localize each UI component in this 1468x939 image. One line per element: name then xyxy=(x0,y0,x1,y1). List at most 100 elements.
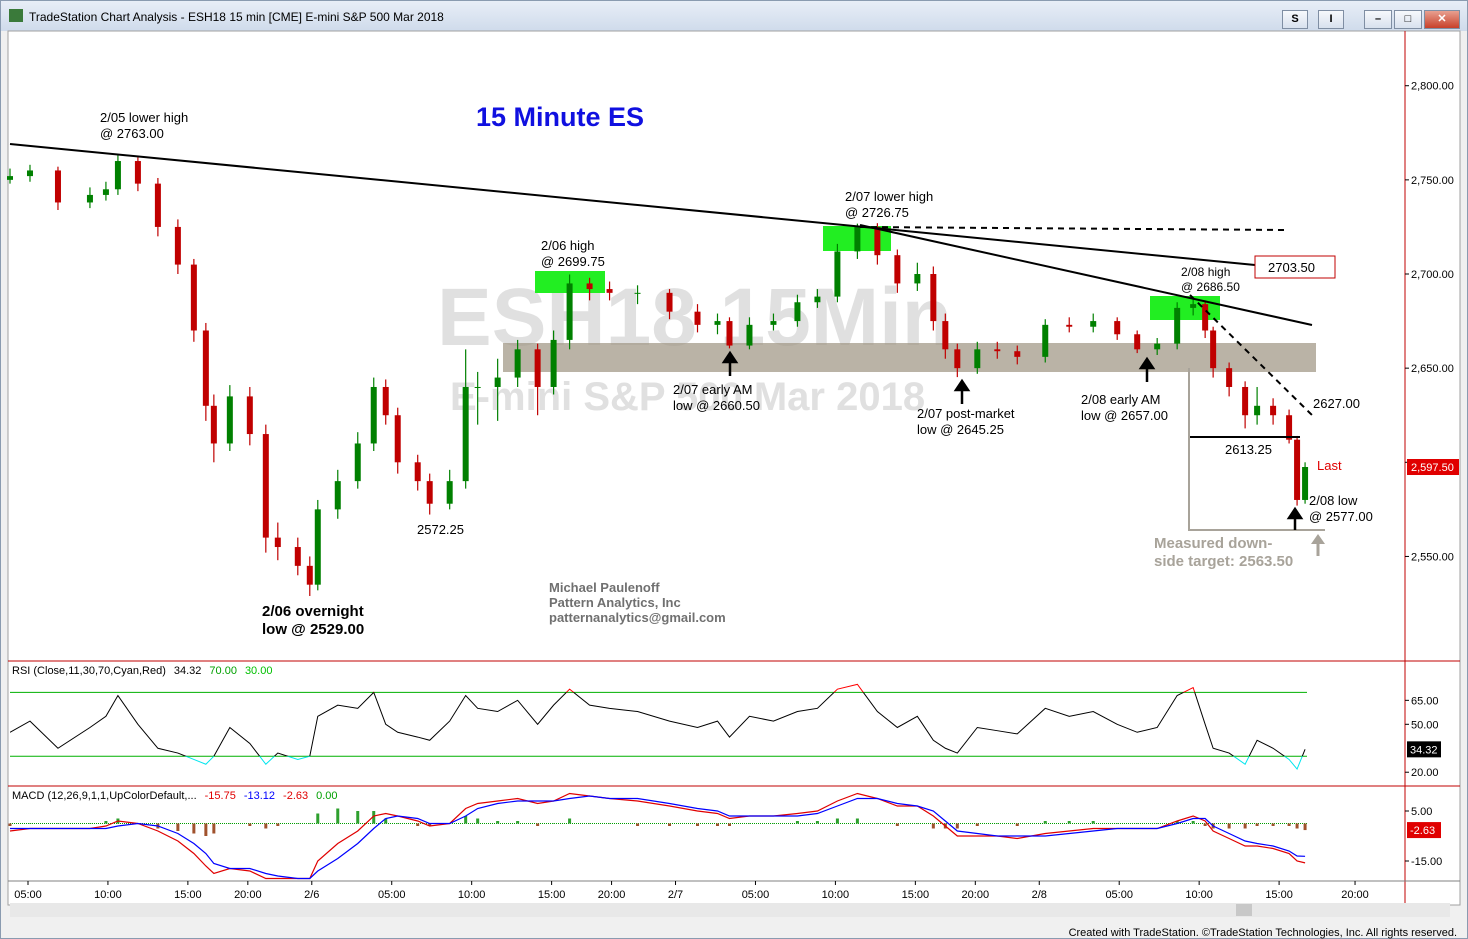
annotation: @ 2726.75 xyxy=(845,205,909,220)
window-title: TradeStation Chart Analysis - ESH18 15 m… xyxy=(29,10,444,24)
macd-histogram-bar xyxy=(815,821,819,824)
y-tick-label: 65.00 xyxy=(1411,695,1439,707)
macd-histogram-bar xyxy=(1203,823,1207,826)
scrollbar[interactable] xyxy=(10,903,1450,917)
macd-histogram-bar xyxy=(895,823,899,826)
y-tick-label: 2,550.00 xyxy=(1411,551,1454,563)
candle-body xyxy=(726,321,733,346)
macd-histogram-bar xyxy=(1303,823,1307,831)
x-tick-label: 05:00 xyxy=(14,889,42,901)
x-tick-label: 10:00 xyxy=(458,889,486,901)
candle-body xyxy=(174,226,181,265)
symbol-button[interactable]: S xyxy=(1282,10,1308,29)
arrow-head xyxy=(953,378,971,392)
candle-body xyxy=(770,321,777,325)
macd-histogram-bar xyxy=(536,823,540,826)
annotation: 2/05 lower high xyxy=(100,110,188,125)
candle-body xyxy=(414,462,421,482)
annotation: 2/08 early AM xyxy=(1081,392,1161,407)
candle-body xyxy=(814,296,821,303)
macd-histogram-bar xyxy=(915,823,919,824)
app-icon xyxy=(9,9,23,22)
arrow-head xyxy=(1286,506,1304,520)
candle-body xyxy=(1294,439,1301,500)
candle-body xyxy=(1202,304,1209,331)
annotation: low @ 2660.50 xyxy=(673,398,760,413)
macd-histogram-bar xyxy=(552,823,556,824)
macd-histogram-bar xyxy=(516,821,520,824)
candle-body xyxy=(714,321,721,325)
candle-body xyxy=(314,509,321,585)
x-tick-label: 10:00 xyxy=(1185,889,1213,901)
rsi-line xyxy=(10,692,1306,757)
trend-line xyxy=(9,143,1256,266)
annotation: 2/08 low xyxy=(1309,493,1358,508)
x-tick-label: 20:00 xyxy=(598,889,626,901)
minimize-button[interactable]: – xyxy=(1364,10,1392,29)
candle-body xyxy=(102,189,109,195)
macd-histogram-bar xyxy=(1115,823,1119,824)
credit: Pattern Analytics, Inc xyxy=(549,595,681,610)
macd-line xyxy=(10,795,1306,880)
footer: Created with TradeStation. ©TradeStation… xyxy=(1068,927,1457,939)
candle-body xyxy=(994,349,1001,352)
candle-body xyxy=(354,443,361,482)
candle-body xyxy=(930,274,937,322)
y-tick-label: 50.00 xyxy=(1411,719,1439,731)
y-tick-label: 2,800.00 xyxy=(1411,81,1454,93)
candle-body xyxy=(1242,386,1249,416)
macd-histogram-bar xyxy=(1271,823,1275,826)
candle-body xyxy=(1174,307,1181,344)
candle-body xyxy=(834,251,841,297)
candle-body xyxy=(26,170,33,177)
scroll-thumb[interactable] xyxy=(1236,904,1252,916)
y-tick-label: 20.00 xyxy=(1411,767,1439,779)
x-tick-label: 05:00 xyxy=(742,889,770,901)
candle-body xyxy=(1302,467,1309,500)
candle-body xyxy=(190,264,197,331)
macd-histogram-bar xyxy=(384,818,388,824)
annotation: @ 2763.00 xyxy=(100,126,164,141)
candles xyxy=(7,155,1309,596)
macd-histogram-bar xyxy=(1135,823,1139,824)
macd-histogram-bar xyxy=(1295,823,1299,829)
credit: patternanalytics@gmail.com xyxy=(549,610,726,625)
indicator-button[interactable]: I xyxy=(1318,10,1344,29)
macd-histogram-bar xyxy=(56,823,60,824)
legend-text: 34.32 xyxy=(174,665,202,677)
candle-body xyxy=(446,481,453,504)
macd-histogram-bar xyxy=(308,823,312,824)
y-tick-label: 5.00 xyxy=(1411,806,1432,818)
close-button[interactable]: ✕ xyxy=(1424,10,1460,29)
annotation: 2703.50 xyxy=(1268,260,1315,275)
macd-histogram-bar xyxy=(28,823,32,824)
candle-body xyxy=(1090,321,1097,327)
candle-body xyxy=(1066,324,1073,327)
candle-body xyxy=(1134,334,1141,350)
annotation: Measured down- xyxy=(1154,535,1272,552)
macd-histogram-bar xyxy=(276,823,280,826)
candle-body xyxy=(1014,351,1021,357)
macd-histogram-bar xyxy=(1067,821,1071,824)
candle-body xyxy=(1226,368,1233,387)
macd-histogram-bar xyxy=(316,813,320,824)
annotation: 2/07 early AM xyxy=(673,382,753,397)
candle-body xyxy=(394,415,401,463)
annotation: 2/06 overnight xyxy=(262,603,364,620)
candle-body xyxy=(974,349,981,369)
candle-body xyxy=(294,547,301,566)
annotation: 2/08 high xyxy=(1181,265,1230,279)
macd-histogram-bar xyxy=(608,823,612,824)
macd-histogram-bar xyxy=(668,823,672,826)
candle-body xyxy=(462,386,469,482)
macd-histogram-bar xyxy=(8,823,12,826)
legend-text: MACD (12,26,9,1,1,UpColorDefault,... xyxy=(12,790,197,802)
macd-histogram-bar xyxy=(1287,823,1291,826)
maximize-button[interactable]: □ xyxy=(1394,10,1422,29)
macd-histogram-bar xyxy=(336,808,340,824)
arrow-head xyxy=(1138,356,1156,370)
macd-histogram-bar xyxy=(568,818,572,824)
macd-histogram-bar xyxy=(975,823,979,826)
annotation: 2613.25 xyxy=(1225,442,1272,457)
